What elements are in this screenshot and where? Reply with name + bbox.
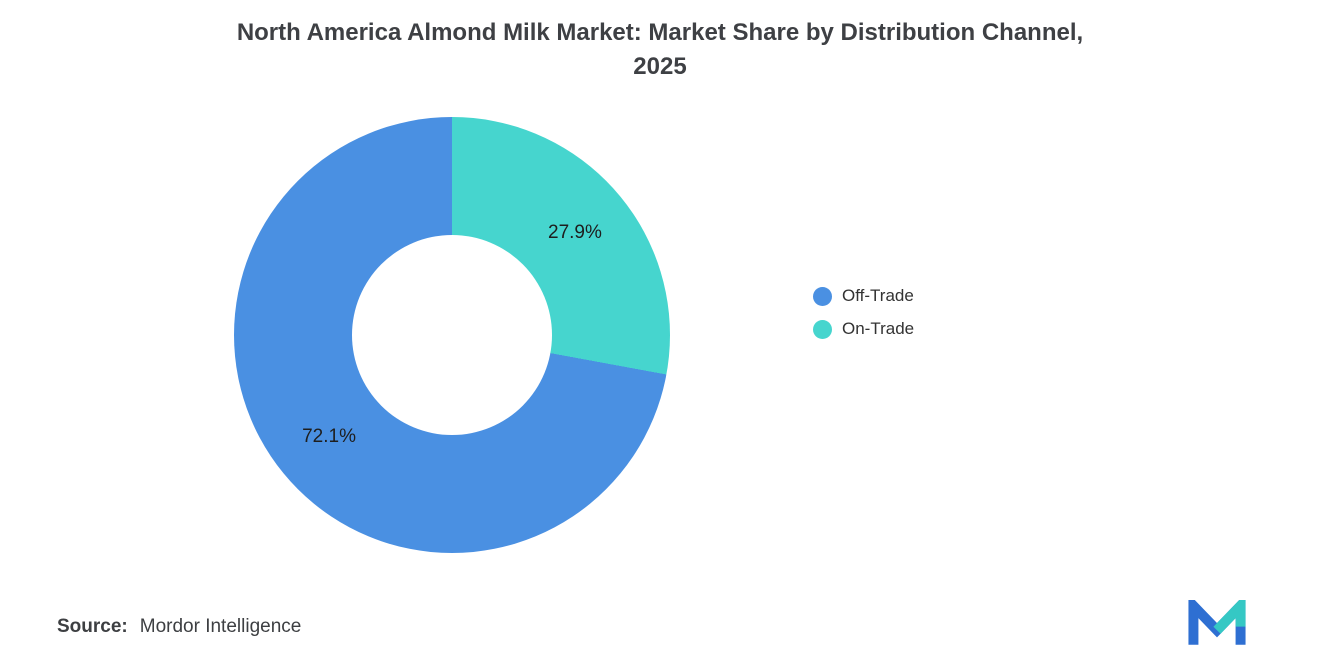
donut-chart: 27.9% 72.1%: [234, 117, 670, 553]
legend-label-on-trade: On-Trade: [842, 319, 915, 338]
source-value: Mordor Intelligence: [139, 616, 302, 637]
legend-label-off-trade: Off-Trade: [842, 286, 914, 305]
slice-label-on-trade: 27.9%: [548, 221, 602, 243]
source-label: Source:: [57, 616, 128, 637]
legend-item-off-trade: Off-Trade: [813, 285, 914, 307]
mordor-intelligence-logo: [1188, 600, 1246, 646]
legend-marker-on-trade-icon: [813, 319, 832, 339]
legend-item-on-trade: On-Trade: [813, 318, 914, 340]
legend: Off-Trade On-Trade: [813, 285, 914, 340]
legend-marker-off-trade-icon: [813, 286, 832, 306]
source-note: Source: Mordor Intelligence: [57, 616, 301, 638]
page-title-line2: 2025: [633, 53, 687, 80]
page-title-line1: North America Almond Milk Market: Market…: [236, 19, 1084, 46]
page-title: North America Almond Milk Market: Market…: [0, 16, 1320, 84]
donut-hole: [352, 235, 552, 435]
mordor-logo-icon: [1188, 600, 1246, 645]
slice-label-off-trade: 72.1%: [302, 426, 356, 448]
